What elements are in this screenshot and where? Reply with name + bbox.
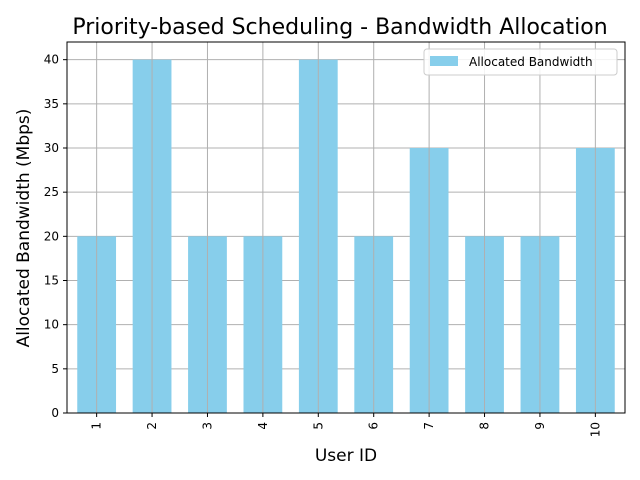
y-axis-ticks: 0 5 10 15 20 25 30 35 40: [44, 53, 67, 420]
chart-title: Priority-based Scheduling - Bandwidth Al…: [72, 15, 607, 40]
x-tick-label: 9: [533, 422, 547, 430]
y-tick-label: 0: [51, 406, 59, 420]
y-tick-label: 25: [44, 185, 59, 199]
y-axis-label: Allocated Bandwidth (Mbps): [14, 109, 34, 348]
y-tick-label: 5: [51, 362, 59, 376]
y-tick-label: 15: [44, 274, 59, 288]
y-tick-label: 10: [44, 318, 59, 332]
vertical-grid-layer: [96, 42, 596, 413]
legend-box: [423, 48, 618, 76]
x-axis-ticks: 1 2 3 4 5 6 7 8 9 10: [90, 413, 602, 437]
legend-swatch: [430, 56, 458, 66]
x-tick-label: 8: [478, 422, 492, 430]
plot-area: [66, 41, 626, 414]
y-tick-label: 30: [44, 141, 59, 155]
x-tick-label: 1: [90, 422, 104, 430]
x-tick-label: 7: [422, 422, 436, 430]
x-axis-label: User ID: [315, 446, 377, 466]
legend-label: Allocated Bandwidth: [469, 55, 593, 69]
y-tick-label: 35: [44, 97, 59, 111]
x-tick-label: 5: [311, 422, 325, 430]
x-tick-label: 10: [588, 422, 602, 437]
legend: Allocated Bandwidth: [423, 48, 618, 76]
x-tick-label: 2: [145, 422, 159, 430]
y-tick-label: 20: [44, 229, 59, 243]
x-tick-label: 4: [256, 422, 270, 430]
x-tick-label: 3: [200, 422, 214, 430]
plot-frame: [66, 41, 626, 414]
x-tick-label: 6: [367, 422, 381, 430]
y-tick-label: 40: [44, 53, 59, 67]
